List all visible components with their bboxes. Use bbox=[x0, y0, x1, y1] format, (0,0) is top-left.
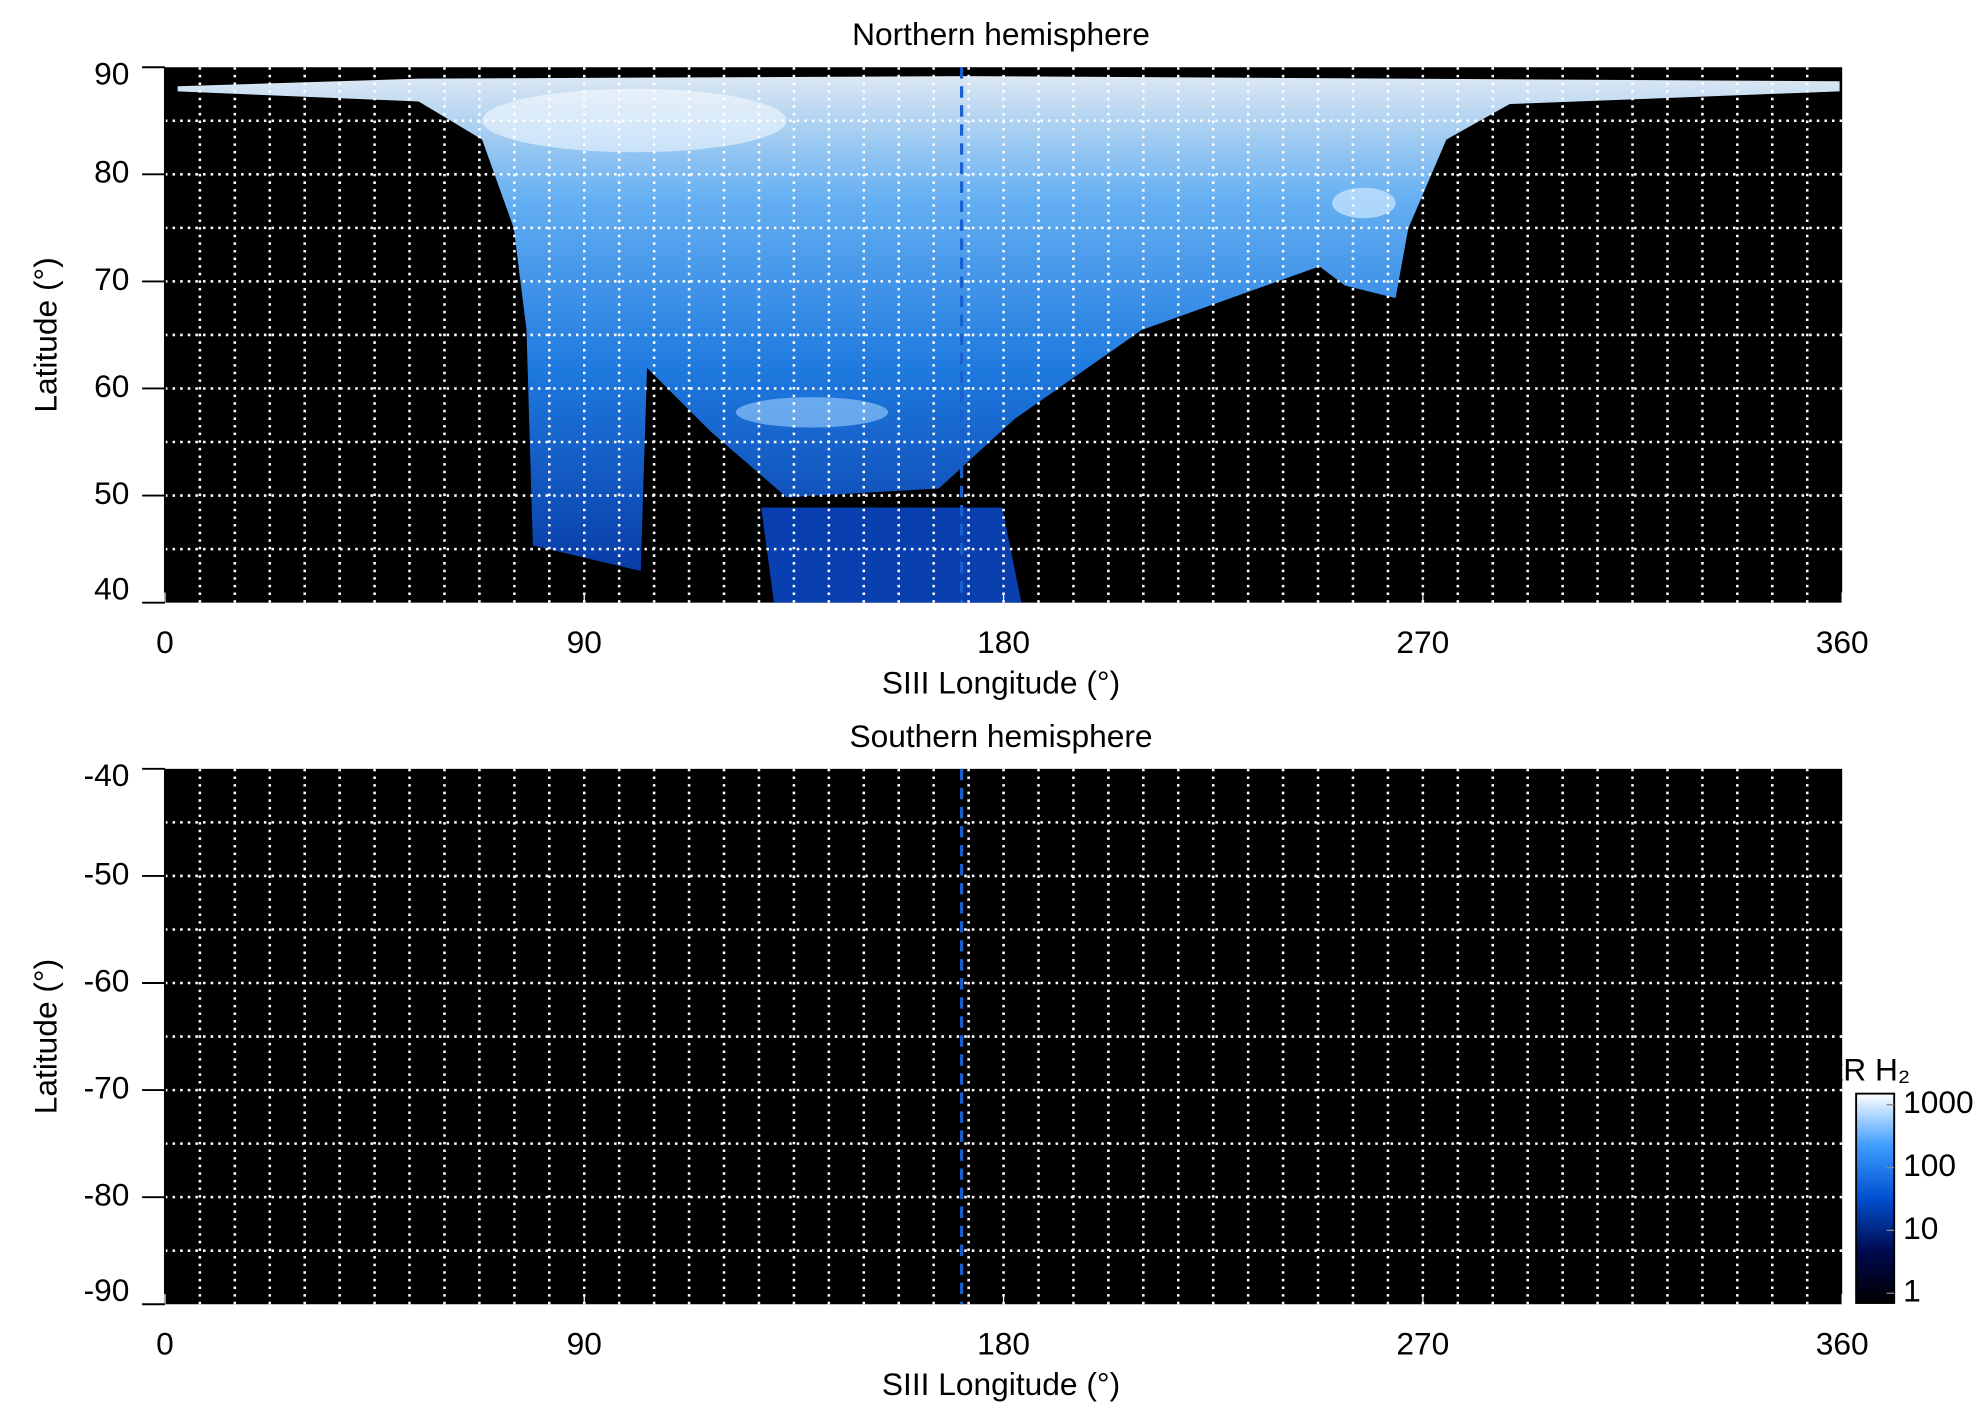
colorbar-tick-label: 10 bbox=[1903, 1210, 1938, 1246]
x-tick-label: 270 bbox=[1396, 624, 1449, 660]
colorbar bbox=[1855, 1092, 1896, 1304]
x-tick-label: 270 bbox=[1396, 1325, 1449, 1361]
emission-region bbox=[482, 88, 787, 153]
y-tick-label: -90 bbox=[84, 1272, 130, 1308]
y-tick-label: 60 bbox=[94, 368, 129, 404]
y-tick-label: -70 bbox=[84, 1069, 130, 1105]
x-tick-label: 0 bbox=[156, 624, 174, 660]
colorbar-tick-label: 1 bbox=[1903, 1273, 1921, 1309]
emission-region bbox=[1332, 187, 1396, 219]
chart-title: Southern hemisphere bbox=[849, 718, 1152, 754]
x-axis-label: SIII Longitude (°) bbox=[882, 1366, 1120, 1402]
colorbar-tick-label: 100 bbox=[1903, 1147, 1956, 1183]
colorbar-tick-label: 1000 bbox=[1903, 1084, 1974, 1120]
emission-region bbox=[735, 397, 889, 428]
y-tick-label: 70 bbox=[94, 261, 129, 297]
y-tick-label: -60 bbox=[84, 962, 130, 998]
x-tick-label: 0 bbox=[156, 1325, 174, 1361]
x-tick-label: 360 bbox=[1816, 1325, 1869, 1361]
y-tick-label: -40 bbox=[84, 757, 130, 793]
x-tick-label: 360 bbox=[1816, 624, 1869, 660]
y-tick-label: -80 bbox=[84, 1177, 130, 1213]
y-tick-label: 50 bbox=[94, 475, 129, 511]
x-tick-label: 180 bbox=[977, 624, 1030, 660]
x-tick-label: 90 bbox=[567, 624, 602, 660]
emission-region bbox=[761, 507, 1022, 603]
x-tick-label: 90 bbox=[567, 1325, 602, 1361]
y-tick-label: 40 bbox=[94, 571, 129, 607]
x-tick-label: 180 bbox=[977, 1325, 1030, 1361]
y-axis-label: Latitude (°) bbox=[28, 257, 64, 412]
emission-region bbox=[177, 76, 1840, 571]
y-tick-label: 90 bbox=[94, 56, 129, 92]
chart-title: Northern hemisphere bbox=[852, 16, 1150, 52]
colorbar-label: kR H₂ bbox=[1827, 1051, 1910, 1087]
y-tick-label: 80 bbox=[94, 154, 129, 190]
y-tick-label: -50 bbox=[84, 855, 130, 891]
y-axis-label: Latitude (°) bbox=[28, 959, 64, 1114]
x-axis-label: SIII Longitude (°) bbox=[882, 664, 1120, 700]
